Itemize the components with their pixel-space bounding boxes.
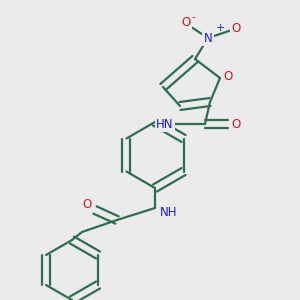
Text: +: + xyxy=(215,23,225,33)
Text: -: - xyxy=(191,12,195,22)
Text: O: O xyxy=(231,22,241,34)
Text: NH: NH xyxy=(160,206,178,220)
Text: N: N xyxy=(204,32,212,44)
Text: O: O xyxy=(231,118,241,130)
Text: O: O xyxy=(82,199,91,212)
Text: HN: HN xyxy=(156,118,174,130)
Text: O: O xyxy=(224,70,232,83)
Text: O: O xyxy=(182,16,190,28)
